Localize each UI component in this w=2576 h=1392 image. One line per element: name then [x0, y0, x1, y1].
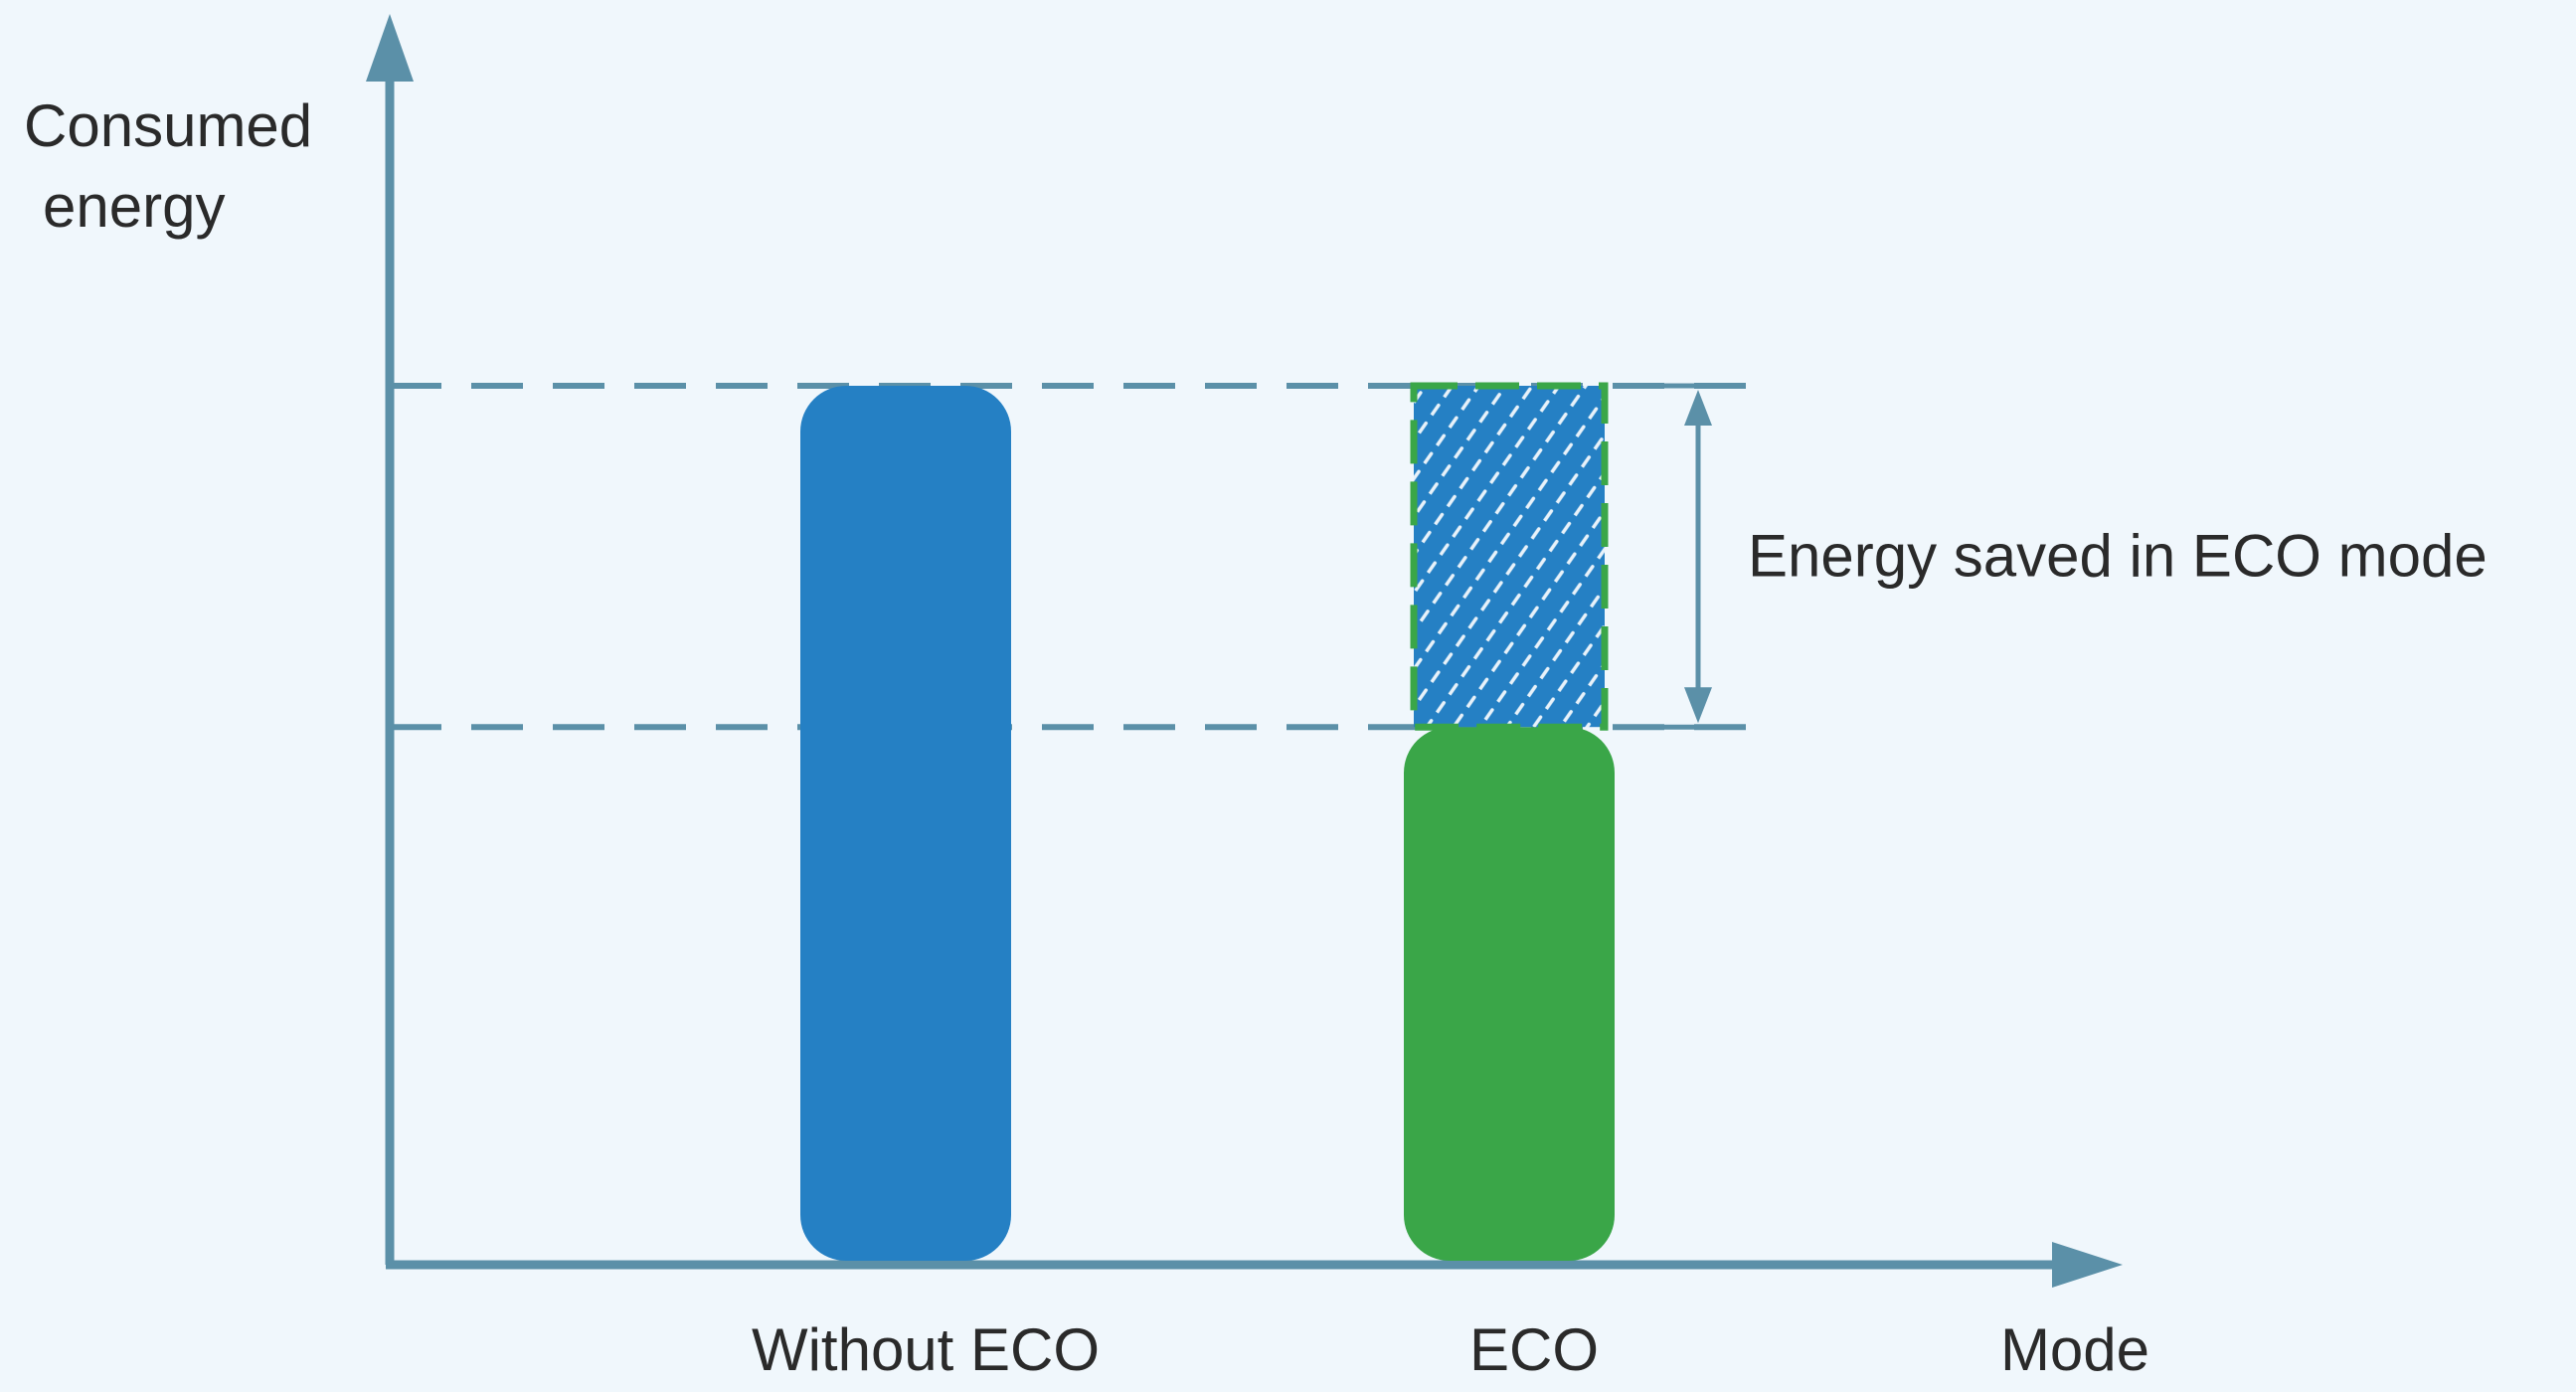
x-axis-arrow — [2052, 1242, 2123, 1288]
x-tick-label-eco: ECO — [1469, 1316, 1599, 1383]
saved-energy-segment — [1410, 382, 1609, 731]
x-tick-label-without-eco: Without ECO — [752, 1316, 1100, 1383]
y-axis-label-line-2: energy — [43, 173, 225, 240]
bar-without-eco — [800, 386, 1011, 1261]
saved-energy-label: Energy saved in ECO mode — [1748, 523, 2488, 590]
saved-energy-arrow-head-top — [1684, 390, 1712, 426]
saved-energy-arrow-head-bottom — [1684, 687, 1712, 724]
y-axis-label-line-1: Consumed — [24, 92, 312, 159]
x-axis-label: Mode — [2000, 1316, 2149, 1383]
bar-eco — [1404, 727, 1615, 1261]
y-axis-arrow — [366, 14, 414, 82]
